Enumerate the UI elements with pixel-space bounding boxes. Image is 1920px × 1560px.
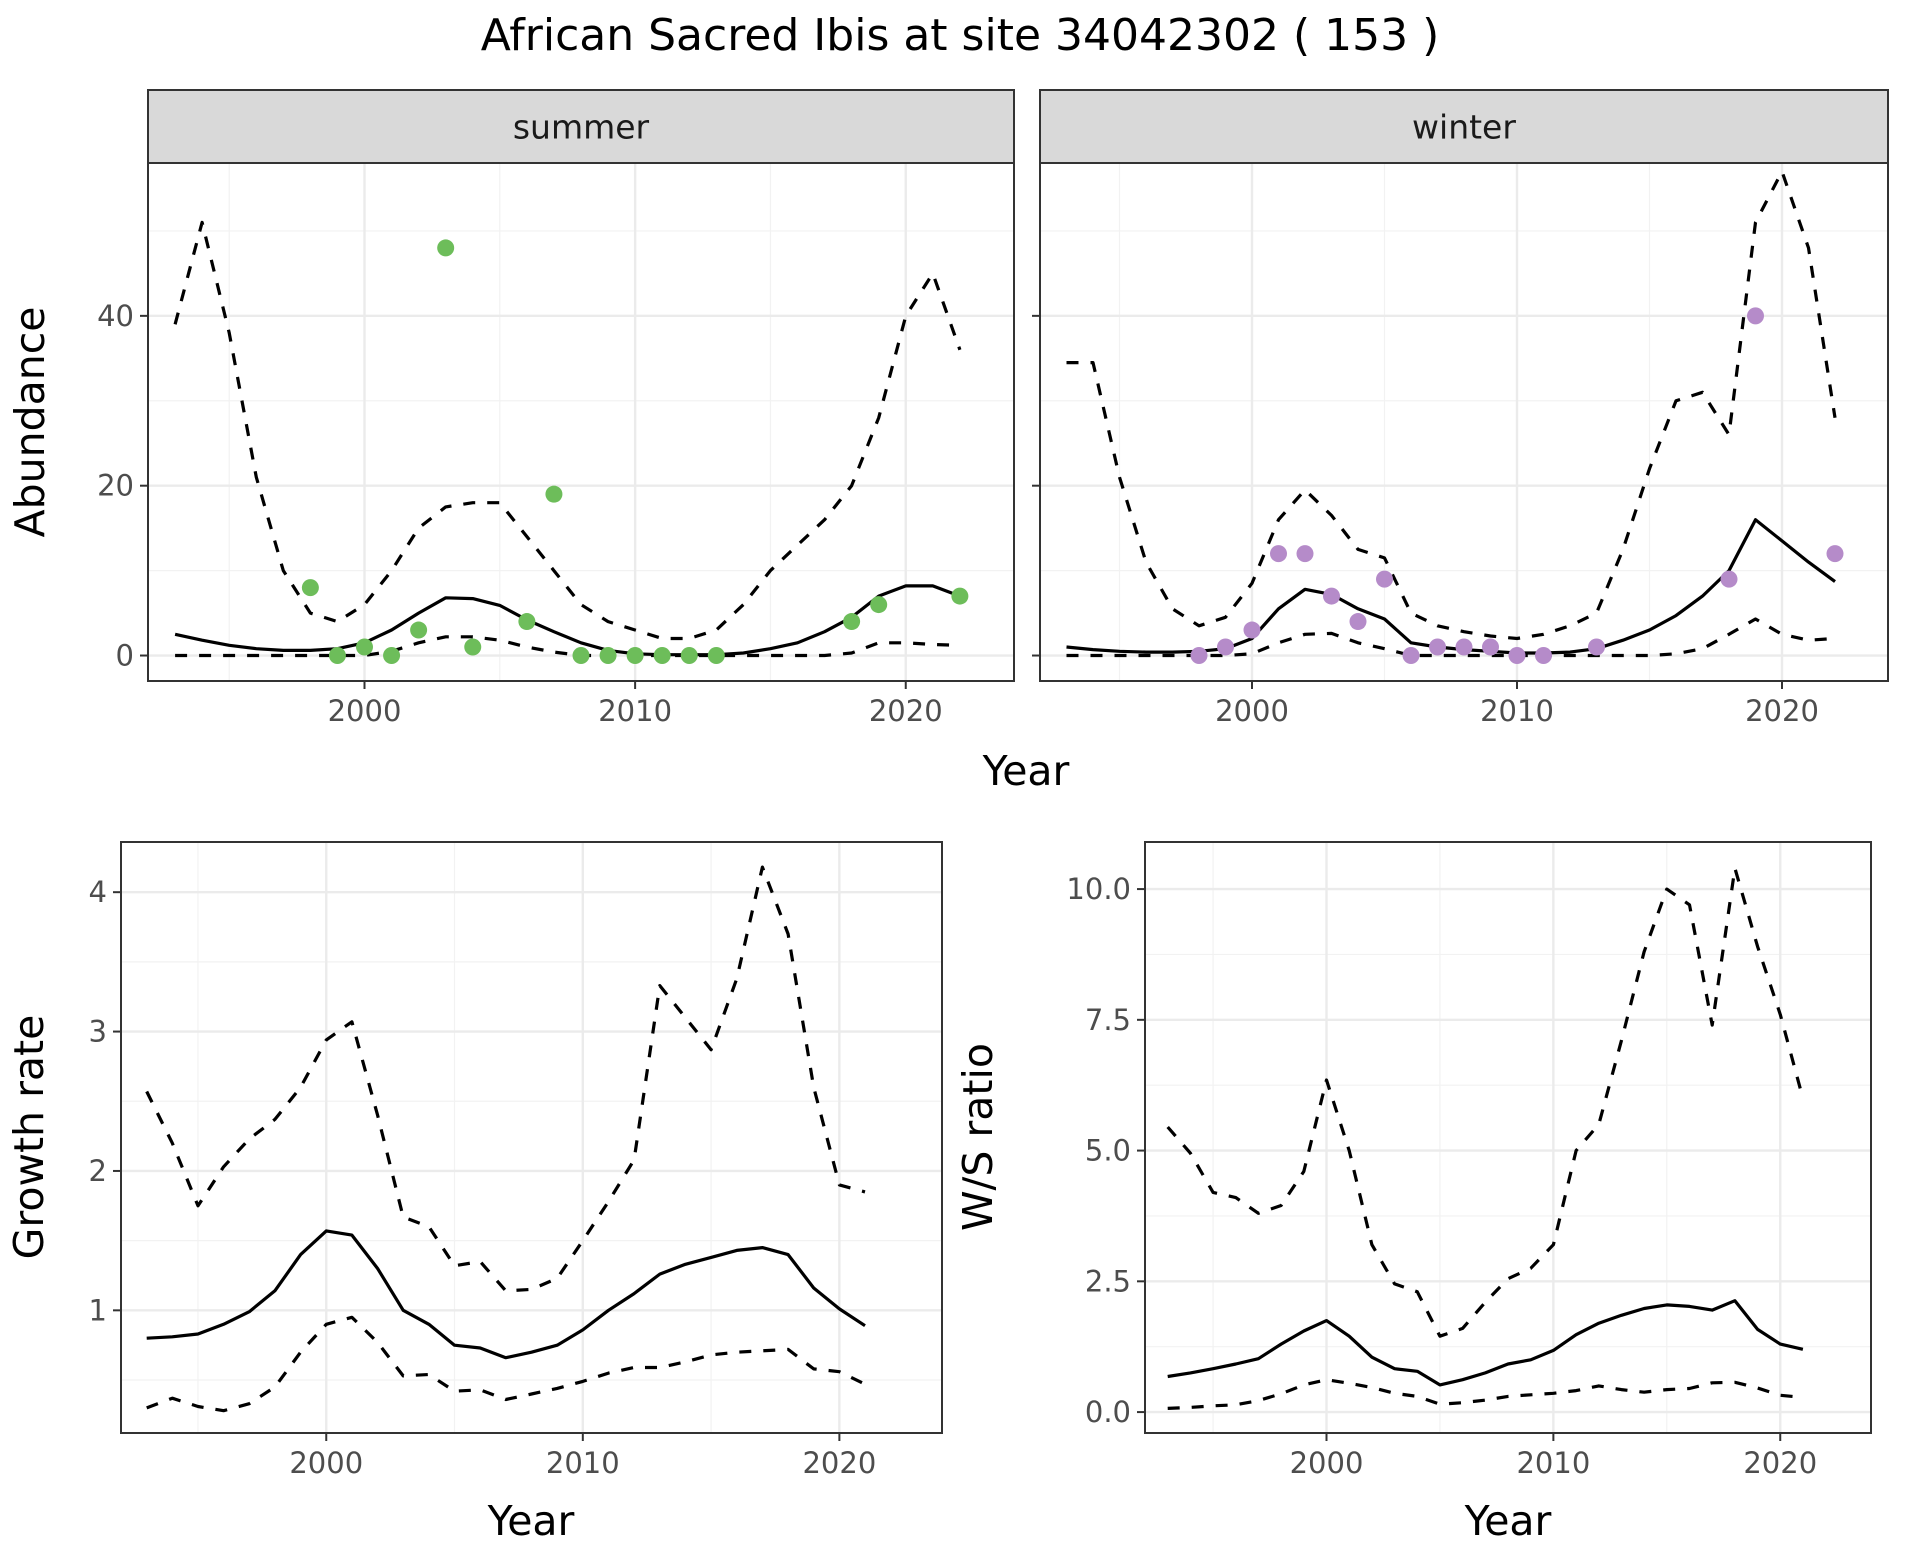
data-point [1588,638,1605,656]
data-point [951,587,969,605]
data-point [626,647,644,665]
series-line-upper [145,865,866,1293]
x-axis-title: Year [1464,1497,1552,1545]
y-axis-title: Growth rate [5,1015,53,1260]
data-point [410,621,428,639]
facet-strip-label: summer [513,108,650,147]
panel-border [1144,841,1872,1434]
data-point [870,596,888,614]
panel-winter: winter 2000 2010 2020 [1032,89,1889,728]
data-point [328,647,346,665]
data-point [1720,570,1738,588]
data-point [1826,545,1844,563]
data-point [301,579,319,597]
data-point [1376,570,1393,588]
data-point [1747,307,1764,325]
data-point [707,647,725,665]
series-line-upper [173,220,962,641]
series-line-upper [1066,169,1837,641]
data-point [518,613,536,631]
panel-border [120,841,943,1434]
data-point [437,239,455,257]
series-line-estimate [1167,1299,1804,1387]
figure-title: African Sacred Ibis at site 34042302 ( 1… [481,10,1439,61]
y-tick-label: 40 [97,299,134,333]
x-axis-title-top: Year [982,747,1070,795]
x-tick-label: 2010 [598,694,672,728]
data-point [653,647,671,665]
panel-growth: 2000 2010 2020 1 2 3 4 Growth rate Year [5,841,943,1545]
panel-ratio: 2000 2010 2020 0.0 2.5 5.0 7.5 10.0 W/S ratio Yea… [954,841,1872,1545]
panel-summer: summer 2000 2010 2020 0 20 40 Abundance [6,89,1015,728]
series-line-estimate [146,1229,866,1360]
data-point [1535,647,1552,665]
y-tick-label: 20 [97,469,134,503]
y-tick-label: 1 [89,1293,107,1327]
x-tick-label: 2010 [1516,1446,1590,1480]
data-point [599,647,617,665]
x-tick-label: 2000 [289,1446,363,1480]
facet-strip [1039,89,1889,164]
data-point [572,647,590,665]
series-line-lower [175,635,960,658]
x-tick-label: 2020 [869,694,943,728]
y-tick-label: 0 [116,639,134,673]
data-point [1508,647,1526,665]
x-tick-label: 2000 [1215,694,1289,728]
x-axis-title: Year [487,1497,575,1545]
x-tick-label: 2010 [1480,694,1554,728]
x-tick-label: 2000 [1290,1446,1364,1480]
series-line-lower [146,1315,866,1413]
data-point [1217,638,1234,656]
facet-strip-label: winter [1412,108,1516,147]
y-tick-label: 5.0 [1085,1134,1131,1168]
x-tick-label: 2020 [802,1446,876,1480]
y-tick-label: 3 [89,1015,107,1049]
y-tick-label: 4 [89,875,107,909]
data-point [1190,647,1208,665]
y-tick-label: 2 [89,1154,107,1188]
y-axis-title: Abundance [6,307,54,538]
data-point [383,647,401,665]
x-tick-label: 2020 [1743,1446,1817,1480]
data-point [1402,647,1420,665]
data-point [356,638,373,656]
series-line-upper [1166,866,1805,1338]
data-point [1429,638,1446,656]
y-tick-label: 10.0 [1066,872,1131,906]
data-point [680,647,698,665]
facet-strip [147,89,1015,164]
data-point [545,485,563,503]
y-axis-title: W/S ratio [954,1043,1002,1231]
data-point [464,638,482,656]
series-line-lower [1167,1378,1804,1410]
series-line-estimate [174,584,961,657]
x-tick-label: 2010 [546,1446,620,1480]
data-point [1323,587,1340,605]
x-tick-label: 2020 [1745,694,1819,728]
data-point [1296,545,1314,563]
y-tick-label: 2.5 [1085,1264,1131,1298]
y-tick-label: 0.0 [1085,1395,1131,1429]
x-tick-label: 2000 [328,694,402,728]
data-point [1243,621,1261,639]
data-point [1455,638,1473,656]
data-point [1349,613,1367,631]
data-point [1482,638,1499,656]
y-tick-label: 7.5 [1085,1003,1131,1037]
data-point [1270,545,1287,563]
data-point [843,613,861,631]
